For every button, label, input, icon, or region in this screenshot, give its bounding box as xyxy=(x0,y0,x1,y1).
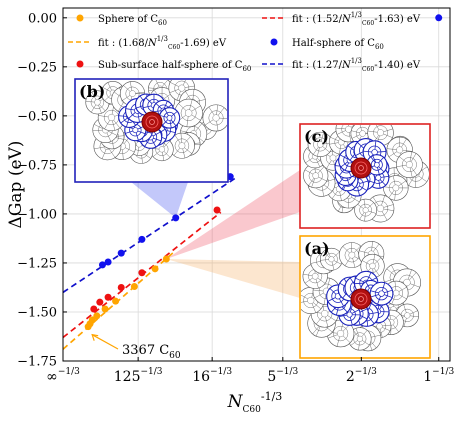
inset-a: (a) xyxy=(299,235,431,359)
inset-b-cluster xyxy=(85,80,227,164)
y-tick-label: 0.00 xyxy=(28,11,57,26)
subsurface-point xyxy=(117,283,125,291)
x-tick-label: 125−1/3 xyxy=(114,367,163,385)
inset-connectors xyxy=(131,170,300,298)
sphere-point xyxy=(101,305,109,313)
annotation-label: 3367 C60 xyxy=(122,343,181,361)
half-sphere-point xyxy=(435,14,443,22)
inset-c-connector xyxy=(166,170,300,260)
inset-b-label: (b) xyxy=(79,82,105,101)
inset-images: (b) (c) (a) xyxy=(74,78,431,359)
blue-fullerene-icon xyxy=(158,107,181,129)
inset-a-connector xyxy=(166,259,300,298)
x-tick-label: ∞−1/3 xyxy=(46,367,80,385)
legend-item-subsurface: Sub-surface half-sphere of C60 xyxy=(76,60,251,73)
y-tick-label: −0.75 xyxy=(17,158,57,173)
sphere-point xyxy=(88,316,96,324)
central-fullerene-icon xyxy=(350,288,372,310)
inset-b-connector xyxy=(131,182,188,218)
legend-item-subsurface-fit: fit : (1.52/N1/3C60-1.63) eV xyxy=(262,11,421,27)
y-tick-label: −0.50 xyxy=(17,109,57,124)
x-tick-label: 16−1/3 xyxy=(192,367,232,385)
sphere-point xyxy=(112,297,120,305)
annotation-arrowhead xyxy=(91,333,99,341)
legend: Sphere of C60 fit : (1.68/N1/3C60-1.69) e… xyxy=(68,11,421,73)
y-tick-label: −1.00 xyxy=(17,207,57,222)
legend-item-half-sphere-fit: fit : (1.27/N1/3C60-1.40) eV xyxy=(262,57,421,73)
inset-a-label: (a) xyxy=(304,239,330,258)
legend-marker xyxy=(76,14,84,22)
gray-fullerene-icon xyxy=(202,104,227,132)
central-fullerene-icon xyxy=(350,157,372,179)
half-sphere-point xyxy=(172,214,180,222)
y-tick-label: −0.25 xyxy=(17,60,57,75)
y-axis-label: ΔGap (eV) xyxy=(6,141,26,229)
legend-label: Sub-surface half-sphere of C60 xyxy=(98,60,251,73)
y-tick-label: −1.50 xyxy=(17,305,57,320)
sphere-point xyxy=(130,282,138,290)
legend-label: fit : (1.27/N1/3C60-1.40) eV xyxy=(292,57,421,73)
inset-b: (b) xyxy=(74,78,229,183)
annotation-3367: 3367 C60 xyxy=(91,333,181,361)
x-tick-label: 2−1/3 xyxy=(346,367,377,385)
half-sphere-point xyxy=(138,235,146,243)
gray-fullerene-icon xyxy=(383,175,409,201)
subsurface-point xyxy=(213,206,221,214)
legend-item-sphere-fit: fit : (1.68/N1/3C60-1.69) eV xyxy=(68,35,227,51)
data-points xyxy=(84,14,443,331)
sphere-point xyxy=(93,312,101,320)
fit-line-half-sphere xyxy=(62,177,237,294)
legend-marker xyxy=(76,60,84,68)
subsurface-point xyxy=(104,293,112,301)
gray-fullerene-icon xyxy=(396,151,423,179)
legend-label: fit : (1.68/N1/3C60-1.69) eV xyxy=(98,35,227,51)
x-tick-label: 1−1/3 xyxy=(423,367,454,385)
legend-marker xyxy=(270,38,278,46)
annotations: 3367 C60 xyxy=(91,333,181,361)
gray-fullerene-icon xyxy=(320,247,343,271)
half-sphere-point xyxy=(104,258,112,266)
central-fullerene-icon xyxy=(141,111,163,133)
gray-fullerene-icon xyxy=(168,132,195,159)
legend-item-half-sphere: Half-sphere of C60 xyxy=(270,38,384,51)
sphere-point xyxy=(151,265,159,273)
blue-fullerene-icon xyxy=(369,281,394,306)
gray-fullerene-icon xyxy=(303,163,329,189)
legend-item-sphere: Sphere of C60 xyxy=(76,14,167,27)
half-sphere-point xyxy=(98,261,106,269)
y-tick-label: −1.75 xyxy=(17,355,57,370)
legend-label: Sphere of C60 xyxy=(98,14,167,27)
half-sphere-point xyxy=(117,249,125,257)
axes: 0.00 −0.25 −0.50 −0.75 −1.00 −1.25 −1.50 −1.75∞… xyxy=(6,7,454,415)
legend-label: Half-sphere of C60 xyxy=(292,38,384,51)
x-tick-label: 5−1/3 xyxy=(267,367,298,385)
blue-fullerene-icon xyxy=(366,154,388,176)
inset-c-cluster xyxy=(303,125,429,223)
subsurface-point xyxy=(96,298,104,306)
legend-label: fit : (1.52/N1/3C60-1.63) eV xyxy=(292,11,421,27)
gray-fullerene-icon xyxy=(354,198,377,222)
y-tick-label: −1.25 xyxy=(17,256,57,271)
subsurface-point xyxy=(138,269,146,277)
subsurface-point xyxy=(90,305,98,313)
plot-frame xyxy=(62,7,451,362)
x-axis-label: NC60-1/3 xyxy=(227,390,283,415)
inset-c: (c) xyxy=(299,123,431,229)
inset-a-cluster xyxy=(301,241,421,352)
gray-fullerene-icon xyxy=(174,98,203,128)
inset-c-label: (c) xyxy=(304,127,329,146)
gray-fullerene-icon xyxy=(338,242,365,269)
annotation-arrow xyxy=(91,334,119,350)
sphere-point xyxy=(162,255,170,263)
